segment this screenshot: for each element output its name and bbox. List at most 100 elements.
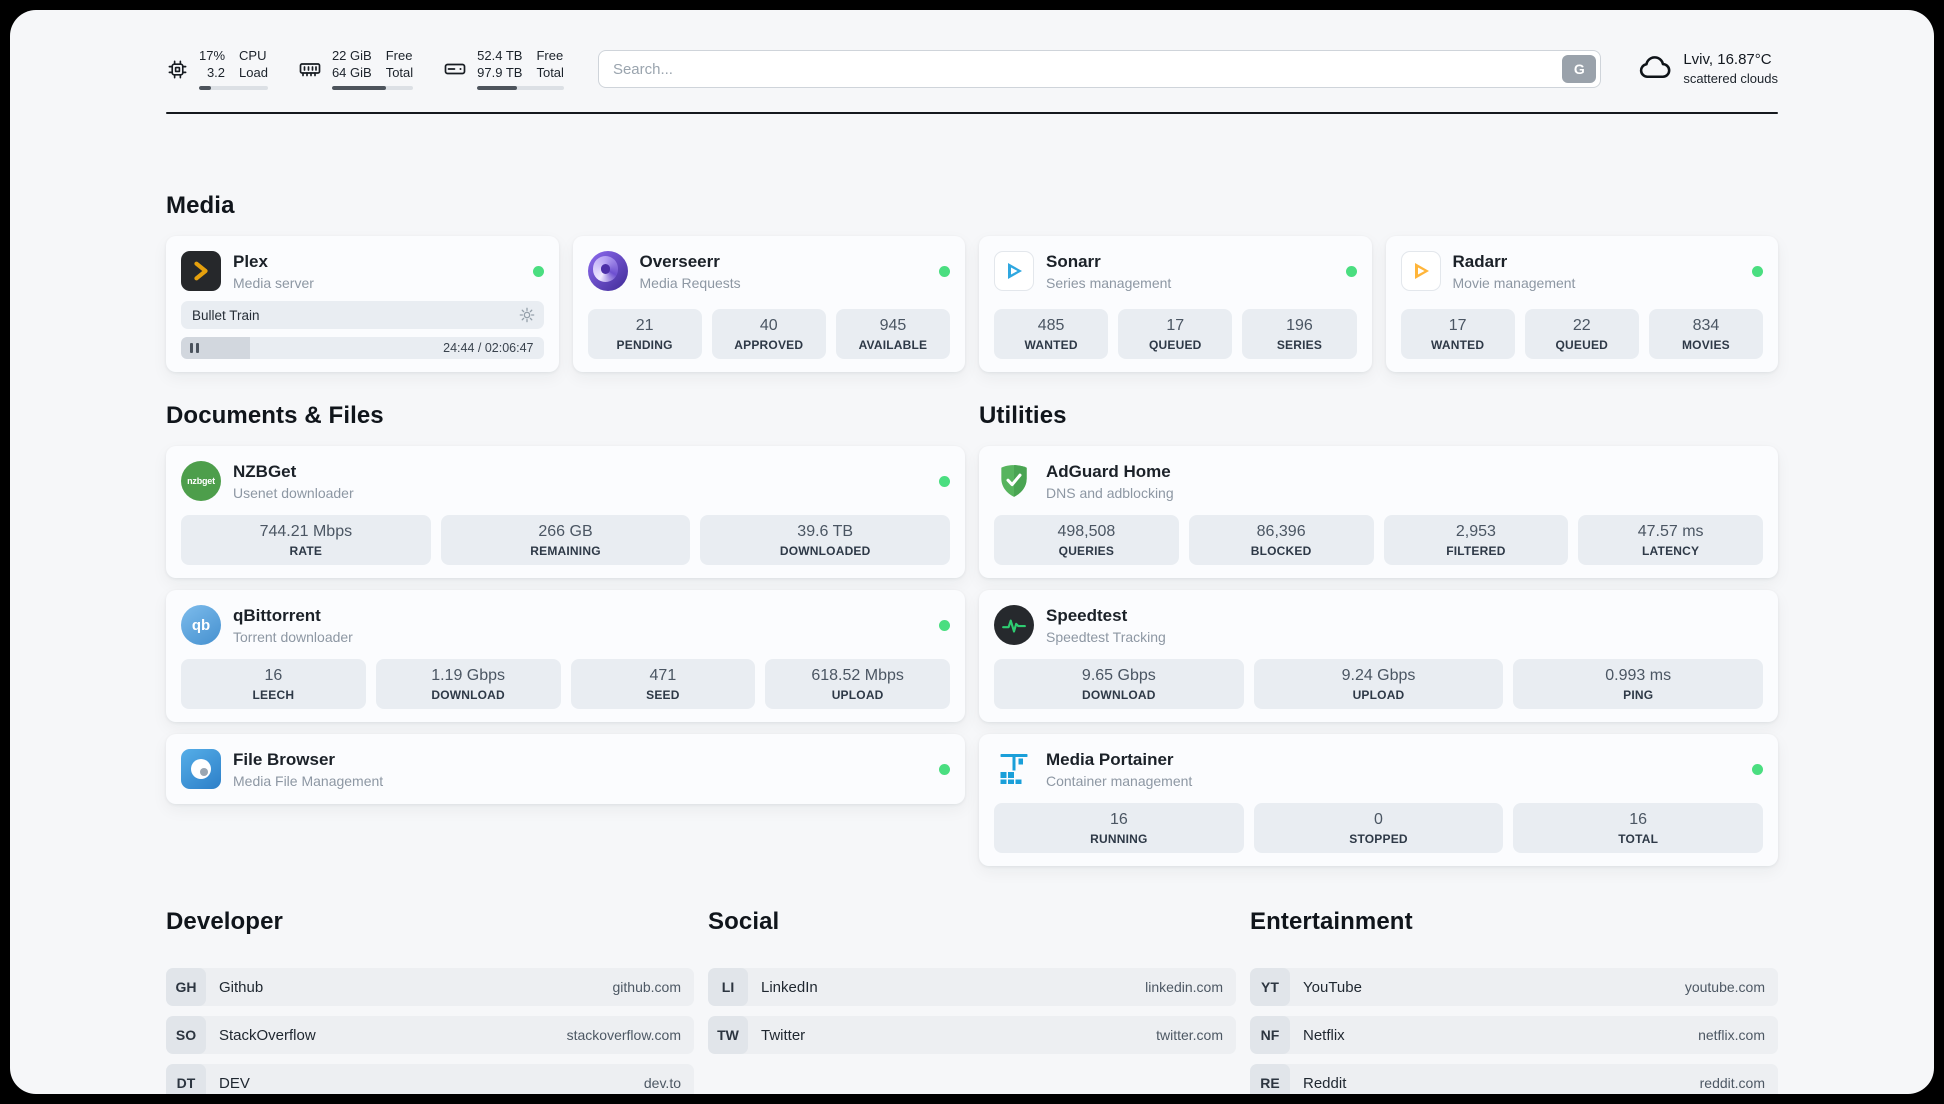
section-middle: Documents & Files nzbget NZBGet Usenet d… (166, 402, 1778, 866)
app-card-sonarr[interactable]: Sonarr Series management 485 WANTED 17 Q… (979, 236, 1372, 372)
app-card-filebrowser[interactable]: File Browser Media File Management (166, 734, 965, 804)
pause-icon[interactable] (190, 343, 199, 353)
link-netflix[interactable]: NF Netflix netflix.com (1250, 1016, 1778, 1054)
section-media: Media Plex Media server Bullet Train (166, 192, 1778, 372)
section-utilities: Utilities AdGuard Home DNS and adblockin… (979, 402, 1778, 866)
stat-label: UPLOAD (831, 688, 884, 702)
cpu-monitor: 17% 3.2 CPU Load (166, 48, 268, 91)
search-input[interactable] (597, 50, 1602, 88)
reddit-icon: RE (1250, 1064, 1290, 1094)
stat-stopped: 0 STOPPED (1253, 803, 1504, 853)
search-bar: G (597, 50, 1602, 88)
stat-label: AVAILABLE (858, 338, 928, 352)
stat-download: 9.65 Gbps DOWNLOAD (994, 659, 1244, 709)
search-engine-button[interactable]: G (1562, 55, 1597, 83)
dev-icon: DT (166, 1064, 206, 1094)
media-progress-bar[interactable]: 24:44 / 02:06:47 (181, 337, 544, 359)
link-dev[interactable]: DT DEV dev.to (166, 1064, 694, 1094)
stat-movies: 834 MOVIES (1648, 309, 1764, 359)
stat-value: 21 (635, 317, 654, 334)
stat-available: 945 AVAILABLE (835, 309, 951, 359)
section-documents: Documents & Files nzbget NZBGet Usenet d… (166, 402, 965, 866)
link-stackoverflow[interactable]: SO StackOverflow stackoverflow.com (166, 1016, 694, 1054)
stat-label: DOWNLOAD (431, 688, 505, 702)
linkedin-icon: LI (708, 968, 748, 1006)
ram-total-value: 64 GiB (331, 64, 372, 80)
app-card-qbittorrent[interactable]: qb qBittorrent Torrent downloader 16 LEE… (166, 590, 965, 722)
stat-value: 0 (1374, 811, 1383, 828)
app-subtitle: Media File Management (233, 772, 384, 789)
link-reddit[interactable]: RE Reddit reddit.com (1250, 1064, 1778, 1094)
status-dot (939, 763, 950, 775)
stat-label: QUEUED (1148, 338, 1202, 352)
app-name: Media Portainer (1046, 749, 1174, 769)
stat-wanted: 17 WANTED (1400, 309, 1515, 359)
app-card-overseerr[interactable]: Overseerr Media Requests 21 PENDING 40 A… (572, 236, 965, 372)
app-card-radarr[interactable]: Radarr Movie management 17 WANTED 22 QUE… (1385, 236, 1778, 372)
stat-value: 834 (1692, 317, 1720, 334)
stat-label: BLOCKED (1250, 544, 1312, 558)
qbittorrent-icon: qb (181, 605, 221, 645)
stat-label: RUNNING (1090, 832, 1148, 846)
stat-rate: 744.21 Mbps RATE (181, 515, 431, 565)
stat-label: FILTERED (1446, 544, 1506, 558)
stat-value: 1.19 Gbps (431, 667, 506, 684)
app-name: Speedtest (1046, 605, 1128, 625)
app-card-adguard[interactable]: AdGuard Home DNS and adblocking 498,508 … (979, 446, 1778, 578)
stat-label: TOTAL (1618, 832, 1659, 846)
stat-value: 40 (759, 317, 778, 334)
playback-time: 24:44 / 02:06:47 (443, 341, 534, 355)
app-card-portainer[interactable]: Media Portainer Container management 16 … (979, 734, 1778, 866)
app-subtitle: Movie management (1452, 274, 1576, 291)
stat-total: 16 TOTAL (1513, 803, 1764, 853)
stat-value: 17 (1448, 317, 1467, 334)
cpu-icon (166, 58, 189, 81)
twitter-icon: TW (708, 1016, 748, 1054)
stat-value: 9.65 Gbps (1081, 667, 1156, 684)
stat-wanted: 485 WANTED (994, 309, 1109, 359)
app-card-speedtest[interactable]: Speedtest Speedtest Tracking 9.65 Gbps D… (979, 590, 1778, 722)
app-card-nzbget[interactable]: nzbget NZBGet Usenet downloader 744.21 M… (166, 446, 965, 578)
adguard-icon (994, 461, 1034, 501)
stat-value: 498,508 (1057, 523, 1116, 540)
ram-free-label: Free (385, 47, 413, 63)
app-card-plex[interactable]: Plex Media server Bullet Train (166, 236, 559, 372)
cpu-progress-bar (199, 86, 268, 91)
stat-remaining: 266 GB REMAINING (440, 515, 691, 565)
sonarr-icon (994, 251, 1034, 291)
app-subtitle: Media server (233, 274, 314, 291)
stat-running: 16 RUNNING (994, 803, 1244, 853)
link-linkedin[interactable]: LI LinkedIn linkedin.com (708, 968, 1236, 1006)
stat-label: PENDING (616, 338, 673, 352)
section-developer: Developer GH Github github.com SO StackO… (166, 908, 694, 1094)
app-name: Overseerr (639, 251, 720, 271)
stat-value: 196 (1286, 317, 1313, 334)
app-subtitle: Usenet downloader (233, 484, 354, 501)
link-youtube[interactable]: YT YouTube youtube.com (1250, 968, 1778, 1006)
stat-label: UPLOAD (1352, 688, 1405, 702)
now-playing-title: Bullet Train (192, 307, 260, 323)
gear-icon[interactable] (519, 307, 535, 323)
stackoverflow-icon: SO (166, 1016, 206, 1054)
ram-progress-bar (331, 86, 414, 91)
stat-value: 471 (649, 667, 677, 684)
link-github[interactable]: GH Github github.com (166, 968, 694, 1006)
stat-queries: 498,508 QUERIES (994, 515, 1179, 565)
app-subtitle: Series management (1046, 274, 1172, 291)
app-subtitle: Speedtest Tracking (1046, 628, 1166, 645)
app-name: NZBGet (233, 461, 297, 481)
section-links: Developer GH Github github.com SO StackO… (166, 908, 1778, 1094)
status-dot (939, 265, 950, 277)
link-twitter[interactable]: TW Twitter twitter.com (708, 1016, 1236, 1054)
stat-value: 47.57 ms (1637, 523, 1704, 540)
disk-progress-bar (477, 86, 564, 91)
stat-label: WANTED (1024, 338, 1078, 352)
stat-label: PING (1623, 688, 1654, 702)
stat-value: 2,953 (1455, 523, 1496, 540)
weather-widget: Lviv, 16.87°C scattered clouds (1637, 49, 1778, 90)
weather-location: Lviv, 16.87°C (1683, 51, 1772, 69)
stat-value: 16 (1629, 811, 1648, 828)
stat-label: DOWNLOADED (779, 544, 871, 558)
stat-label: MOVIES (1681, 338, 1730, 352)
speedtest-icon (994, 605, 1034, 645)
